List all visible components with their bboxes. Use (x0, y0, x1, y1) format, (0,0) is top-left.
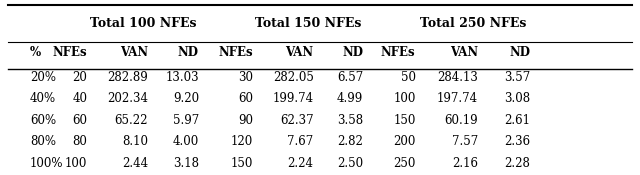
Text: 197.74: 197.74 (437, 92, 478, 105)
Text: 2.50: 2.50 (337, 157, 364, 170)
Text: 4.00: 4.00 (173, 135, 199, 148)
Text: 120: 120 (231, 135, 253, 148)
Text: 60%: 60% (30, 114, 56, 127)
Text: NFEs: NFEs (52, 46, 88, 59)
Text: 282.05: 282.05 (273, 71, 314, 84)
Text: ND: ND (342, 46, 364, 59)
Text: VAN: VAN (285, 46, 314, 59)
Text: 4.99: 4.99 (337, 92, 364, 105)
Text: 100: 100 (393, 92, 415, 105)
Text: 13.03: 13.03 (165, 71, 199, 84)
Text: %: % (30, 46, 41, 59)
Text: 80: 80 (72, 135, 88, 148)
Text: 100%: 100% (30, 157, 63, 170)
Text: 202.34: 202.34 (107, 92, 148, 105)
Text: 6.57: 6.57 (337, 71, 364, 84)
Text: 3.57: 3.57 (504, 71, 531, 84)
Text: ND: ND (178, 46, 199, 59)
Text: NFEs: NFEs (218, 46, 253, 59)
Text: Total 100 NFEs: Total 100 NFEs (90, 17, 196, 30)
Text: 3.18: 3.18 (173, 157, 199, 170)
Text: 2.44: 2.44 (122, 157, 148, 170)
Text: Total 150 NFEs: Total 150 NFEs (255, 17, 362, 30)
Text: 40%: 40% (30, 92, 56, 105)
Text: 250: 250 (393, 157, 415, 170)
Text: 40: 40 (72, 92, 88, 105)
Text: Total 250 NFEs: Total 250 NFEs (420, 17, 526, 30)
Text: 100: 100 (65, 157, 88, 170)
Text: 2.82: 2.82 (337, 135, 364, 148)
Text: 60: 60 (72, 114, 88, 127)
Text: 282.89: 282.89 (107, 71, 148, 84)
Text: 2.28: 2.28 (504, 157, 531, 170)
Text: 5.97: 5.97 (173, 114, 199, 127)
Text: VAN: VAN (450, 46, 478, 59)
Text: 62.37: 62.37 (280, 114, 314, 127)
Text: 150: 150 (230, 157, 253, 170)
Text: 7.57: 7.57 (452, 135, 478, 148)
Text: 9.20: 9.20 (173, 92, 199, 105)
Text: 150: 150 (393, 114, 415, 127)
Text: 20%: 20% (30, 71, 56, 84)
Text: 2.24: 2.24 (287, 157, 314, 170)
Text: 60.19: 60.19 (444, 114, 478, 127)
Text: 50: 50 (401, 71, 415, 84)
Text: 284.13: 284.13 (437, 71, 478, 84)
Text: 2.16: 2.16 (452, 157, 478, 170)
Text: 20: 20 (72, 71, 88, 84)
Text: 30: 30 (238, 71, 253, 84)
Text: VAN: VAN (120, 46, 148, 59)
Text: 90: 90 (238, 114, 253, 127)
Text: 60: 60 (238, 92, 253, 105)
Text: 7.67: 7.67 (287, 135, 314, 148)
Text: 2.61: 2.61 (504, 114, 531, 127)
Text: 200: 200 (393, 135, 415, 148)
Text: 2.36: 2.36 (504, 135, 531, 148)
Text: 80%: 80% (30, 135, 56, 148)
Text: NFEs: NFEs (381, 46, 415, 59)
Text: 199.74: 199.74 (273, 92, 314, 105)
Text: 8.10: 8.10 (122, 135, 148, 148)
Text: 3.08: 3.08 (504, 92, 531, 105)
Text: 65.22: 65.22 (115, 114, 148, 127)
Text: ND: ND (509, 46, 531, 59)
Text: 3.58: 3.58 (337, 114, 364, 127)
